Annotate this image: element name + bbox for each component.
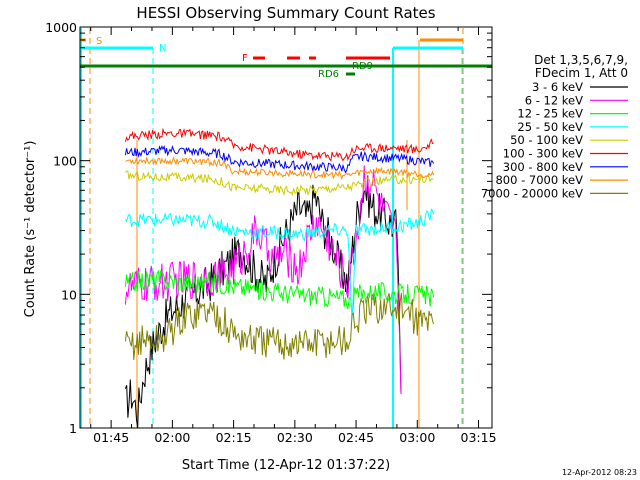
x-tick-label-2: 02:15	[216, 430, 252, 445]
legend-label-5: 50 - 100 keV	[510, 133, 583, 147]
series-layer	[124, 127, 435, 429]
series-line-5	[125, 170, 434, 197]
legend-label-8: 800 - 7000 keV	[495, 173, 583, 187]
x-axis-label: Start Time (12-Apr-12 01:37:22)	[182, 458, 390, 473]
legend-label-7: 300 - 800 keV	[503, 160, 583, 174]
x-tick-label-0: 01:45	[93, 430, 129, 445]
legend-label-4: 25 - 50 keV	[517, 120, 583, 134]
axes-layer: 01:45 02:00 02:15 02:30 02:45 03:00 03:15 1 10 10…	[45, 20, 496, 445]
y-tick-label-0: 1	[69, 421, 77, 436]
legend-label-6: 100 - 300 keV	[503, 147, 583, 161]
series-line-8	[125, 156, 435, 181]
flag-label-n: N	[159, 43, 166, 54]
legend-label-9: 7000 - 20000 keV	[481, 186, 583, 200]
x-tick-label-6: 03:15	[461, 430, 497, 445]
x-tick-label-3: 02:30	[277, 430, 313, 445]
series-line-9	[124, 292, 435, 361]
footer-timestamp: 12-Apr-2012 08:23	[562, 468, 637, 477]
chart-title: HESSI Observing Summary Count Rates	[136, 4, 435, 22]
legend-label-2: 6 - 12 keV	[525, 93, 583, 107]
x-tick-label-1: 02:00	[154, 430, 190, 445]
flag-label-f: F	[242, 53, 248, 64]
legend-label-3: 12 - 25 keV	[517, 107, 583, 121]
y-tick-label-1: 10	[61, 287, 77, 302]
y-tick-label-2: 100	[53, 154, 77, 169]
y-axis-label: Count Rate (s⁻¹ detector⁻¹)	[23, 141, 38, 318]
x-tick-label-5: 03:00	[399, 430, 435, 445]
flag-label-rd9: RD9	[352, 61, 373, 72]
y-tick-label-3: 1000	[45, 20, 77, 35]
legend-label-1: 3 - 6 keV	[532, 80, 583, 94]
series-line-3	[124, 269, 435, 314]
legend-header-line-2: FDecim 1, Att 0	[535, 66, 628, 80]
flags-layer: S N F RD9 RD6	[80, 28, 492, 428]
series-line-7	[124, 145, 435, 174]
plot-frame	[79, 26, 493, 429]
series-line-1	[124, 175, 402, 429]
x-tick-label-4: 02:45	[338, 430, 374, 445]
flag-label-s: S	[96, 36, 102, 47]
legend-header-line-1: Det 1,3,5,6,7,9,	[534, 53, 628, 67]
flag-label-rd6: RD6	[318, 69, 339, 80]
series-line-4	[124, 208, 435, 320]
series-line-6	[124, 127, 434, 162]
